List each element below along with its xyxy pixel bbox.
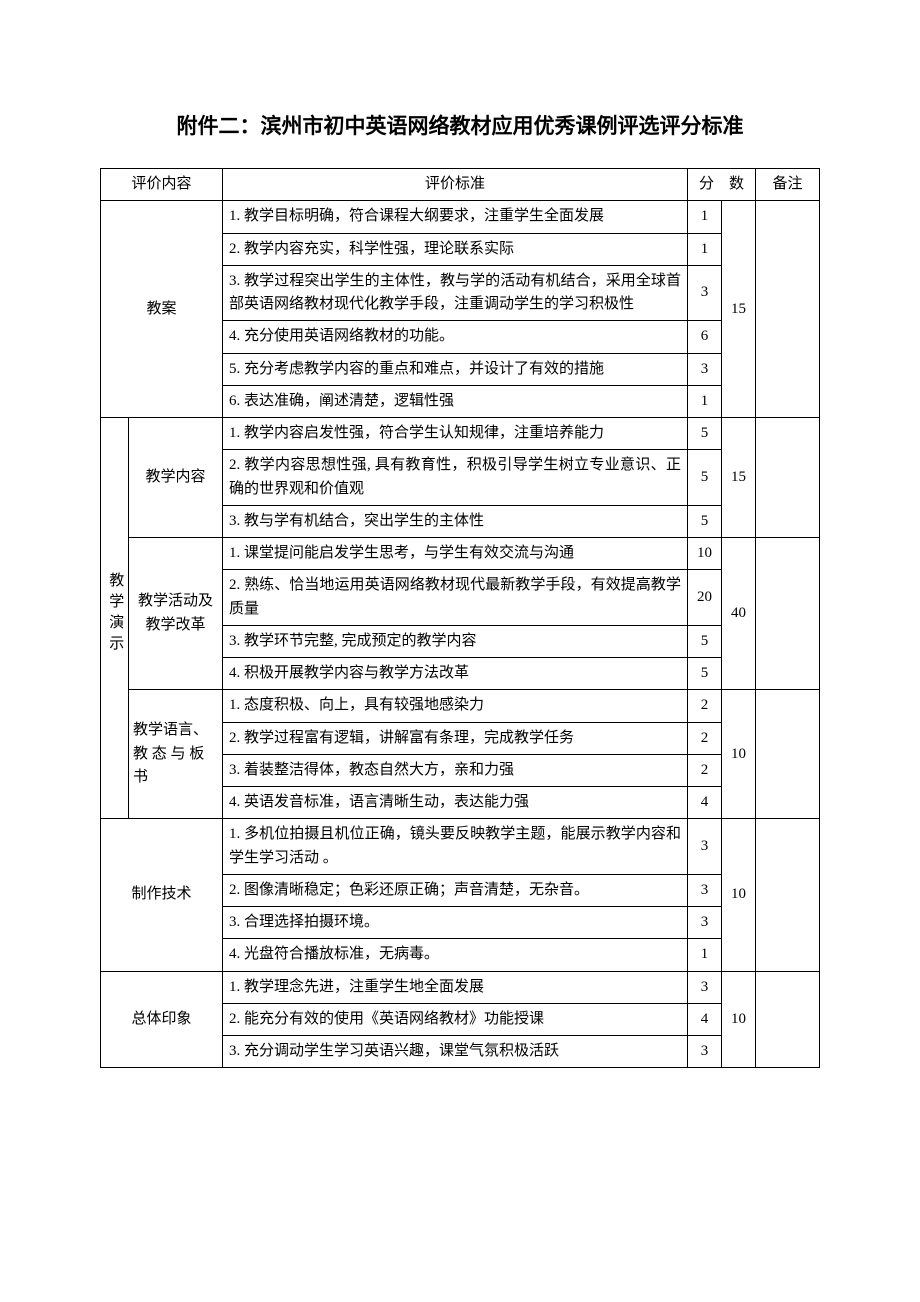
criteria-cell: 4. 积极开展教学内容与教学方法改革 <box>223 658 688 690</box>
category-cell: 制作技术 <box>101 819 223 971</box>
score-cell: 2 <box>687 690 721 722</box>
score-cell: 3 <box>687 353 721 385</box>
table-row: 总体印象 1. 教学理念先进，注重学生地全面发展 3 10 <box>101 971 820 1003</box>
score-cell: 4 <box>687 1003 721 1035</box>
score-cell: 20 <box>687 570 721 626</box>
score-cell: 4 <box>687 787 721 819</box>
criteria-cell: 2. 教学内容思想性强, 具有教育性，积极引导学生树立专业意识、正确的世界观和价… <box>223 450 688 506</box>
remark-cell <box>756 201 820 418</box>
remark-cell <box>756 538 820 690</box>
category-main-cell: 教学演示 <box>101 418 129 819</box>
criteria-cell: 1. 多机位拍摄且机位正确，镜头要反映教学主题，能展示教学内容和学生学习活动 。 <box>223 819 688 875</box>
score-cell: 5 <box>687 625 721 657</box>
table-row: 教案 1. 教学目标明确，符合课程大纲要求，注重学生全面发展 1 15 <box>101 201 820 233</box>
table-row: 教学活动及教学改革 1. 课堂提问能启发学生思考，与学生有效交流与沟通 10 4… <box>101 538 820 570</box>
remark-cell <box>756 819 820 971</box>
criteria-cell: 1. 教学目标明确，符合课程大纲要求，注重学生全面发展 <box>223 201 688 233</box>
score-cell: 10 <box>687 538 721 570</box>
score-cell: 3 <box>687 971 721 1003</box>
criteria-cell: 6. 表达准确，阐述清楚，逻辑性强 <box>223 385 688 417</box>
criteria-cell: 2. 教学内容充实，科学性强，理论联系实际 <box>223 233 688 265</box>
subtotal-cell: 10 <box>721 971 755 1068</box>
score-cell: 6 <box>687 321 721 353</box>
subcategory-cell: 教学语言、教 态 与 板书 <box>129 690 223 819</box>
criteria-cell: 1. 课堂提问能启发学生思考，与学生有效交流与沟通 <box>223 538 688 570</box>
criteria-cell: 3. 教与学有机结合，突出学生的主体性 <box>223 505 688 537</box>
table-row: 制作技术 1. 多机位拍摄且机位正确，镜头要反映教学主题，能展示教学内容和学生学… <box>101 819 820 875</box>
score-cell: 5 <box>687 505 721 537</box>
header-criteria: 评价标准 <box>223 169 688 201</box>
criteria-cell: 5. 充分考虑教学内容的重点和难点，并设计了有效的措施 <box>223 353 688 385</box>
score-cell: 3 <box>687 1036 721 1068</box>
criteria-cell: 4. 充分使用英语网络教材的功能。 <box>223 321 688 353</box>
header-remark: 备注 <box>756 169 820 201</box>
criteria-cell: 2. 熟练、恰当地运用英语网络教材现代最新教学手段，有效提高教学质量 <box>223 570 688 626</box>
table-row: 教学演示 教学内容 1. 教学内容启发性强，符合学生认知规律，注重培养能力 5 … <box>101 418 820 450</box>
score-cell: 5 <box>687 450 721 506</box>
remark-cell <box>756 418 820 538</box>
score-cell: 1 <box>687 939 721 971</box>
category-cell: 总体印象 <box>101 971 223 1068</box>
score-cell: 2 <box>687 754 721 786</box>
header-score: 分 数 <box>687 169 755 201</box>
subtotal-cell: 10 <box>721 690 755 819</box>
score-cell: 3 <box>687 265 721 321</box>
score-cell: 2 <box>687 722 721 754</box>
criteria-cell: 1. 态度积极、向上，具有较强地感染力 <box>223 690 688 722</box>
category-cell: 教案 <box>101 201 223 418</box>
criteria-cell: 3. 充分调动学生学习英语兴趣，课堂气氛积极活跃 <box>223 1036 688 1068</box>
criteria-cell: 4. 光盘符合播放标准，无病毒。 <box>223 939 688 971</box>
subtotal-cell: 15 <box>721 418 755 538</box>
subcategory-cell: 教学内容 <box>129 418 223 538</box>
criteria-cell: 2. 图像清晰稳定；色彩还原正确；声音清楚，无杂音。 <box>223 874 688 906</box>
criteria-cell: 1. 教学内容启发性强，符合学生认知规律，注重培养能力 <box>223 418 688 450</box>
criteria-cell: 4. 英语发音标准，语言清晰生动，表达能力强 <box>223 787 688 819</box>
score-cell: 1 <box>687 385 721 417</box>
criteria-cell: 2. 教学过程富有逻辑，讲解富有条理，完成教学任务 <box>223 722 688 754</box>
header-category: 评价内容 <box>101 169 223 201</box>
page-title: 附件二：滨州市初中英语网络教材应用优秀课例评选评分标准 <box>100 110 820 140</box>
score-cell: 1 <box>687 201 721 233</box>
score-cell: 3 <box>687 819 721 875</box>
criteria-cell: 3. 合理选择拍摄环境。 <box>223 907 688 939</box>
score-cell: 3 <box>687 874 721 906</box>
criteria-cell: 3. 教学过程突出学生的主体性，教与学的活动有机结合，采用全球首部英语网络教材现… <box>223 265 688 321</box>
criteria-cell: 2. 能充分有效的使用《英语网络教材》功能授课 <box>223 1003 688 1035</box>
criteria-cell: 3. 着装整洁得体，教态自然大方，亲和力强 <box>223 754 688 786</box>
subtotal-cell: 10 <box>721 819 755 971</box>
score-cell: 5 <box>687 658 721 690</box>
subtotal-cell: 15 <box>721 201 755 418</box>
score-cell: 1 <box>687 233 721 265</box>
criteria-cell: 1. 教学理念先进，注重学生地全面发展 <box>223 971 688 1003</box>
rubric-table: 评价内容 评价标准 分 数 备注 教案 1. 教学目标明确，符合课程大纲要求，注… <box>100 168 820 1068</box>
table-row: 教学语言、教 态 与 板书 1. 态度积极、向上，具有较强地感染力 2 10 <box>101 690 820 722</box>
criteria-cell: 3. 教学环节完整, 完成预定的教学内容 <box>223 625 688 657</box>
subcategory-cell: 教学活动及教学改革 <box>129 538 223 690</box>
table-header-row: 评价内容 评价标准 分 数 备注 <box>101 169 820 201</box>
remark-cell <box>756 690 820 819</box>
remark-cell <box>756 971 820 1068</box>
score-cell: 5 <box>687 418 721 450</box>
score-cell: 3 <box>687 907 721 939</box>
subtotal-cell: 40 <box>721 538 755 690</box>
